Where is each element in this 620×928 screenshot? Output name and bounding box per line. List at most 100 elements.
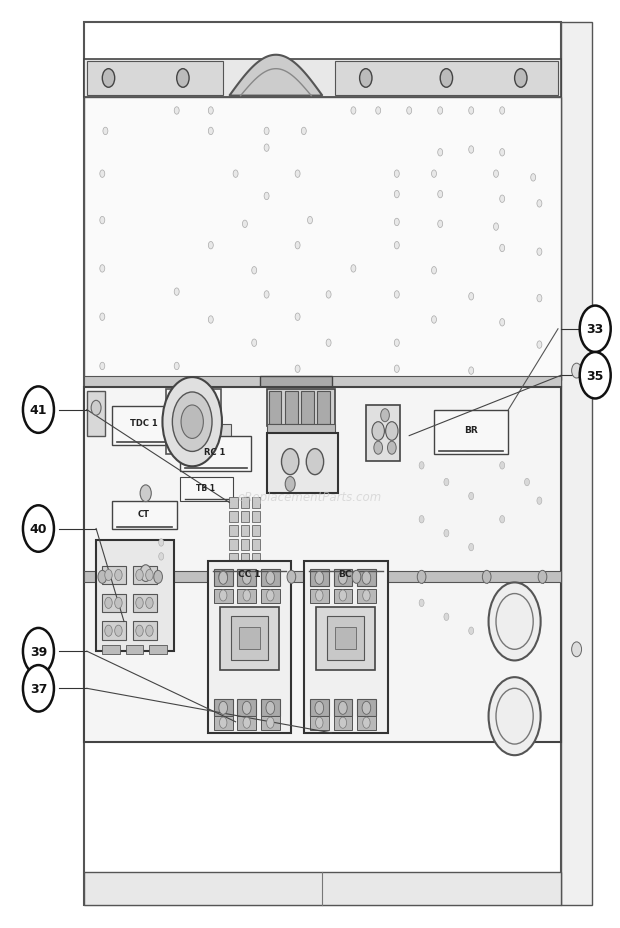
Circle shape — [159, 539, 164, 547]
Circle shape — [219, 571, 228, 584]
Text: 41: 41 — [30, 404, 47, 417]
Circle shape — [23, 665, 54, 712]
Bar — [317, 392, 330, 425]
Bar — [84, 97, 561, 380]
Circle shape — [500, 609, 505, 616]
Bar — [237, 716, 256, 730]
Circle shape — [295, 314, 300, 321]
Circle shape — [494, 224, 498, 231]
Bar — [241, 497, 249, 509]
Circle shape — [489, 583, 541, 661]
Text: BR: BR — [464, 425, 478, 434]
Circle shape — [339, 590, 347, 601]
Circle shape — [91, 401, 101, 416]
Circle shape — [105, 598, 112, 609]
Circle shape — [381, 409, 389, 422]
Bar — [214, 589, 232, 603]
Circle shape — [219, 702, 228, 715]
Text: 33: 33 — [587, 323, 604, 336]
Bar — [126, 645, 143, 654]
Bar — [434, 410, 508, 455]
Text: 37: 37 — [30, 682, 47, 695]
Bar — [310, 570, 329, 586]
Bar — [316, 607, 375, 670]
Text: 40: 40 — [30, 522, 47, 535]
Circle shape — [146, 598, 153, 609]
Bar — [252, 539, 260, 550]
Bar — [237, 570, 256, 586]
Bar — [334, 570, 352, 586]
Circle shape — [105, 625, 112, 637]
Circle shape — [351, 265, 356, 273]
Circle shape — [362, 572, 371, 585]
Circle shape — [295, 366, 300, 373]
Circle shape — [339, 572, 347, 585]
Circle shape — [159, 553, 164, 561]
Circle shape — [264, 291, 269, 299]
Circle shape — [98, 571, 107, 584]
Bar — [334, 716, 352, 730]
Circle shape — [100, 314, 105, 321]
Bar — [102, 622, 126, 640]
Circle shape — [252, 340, 257, 347]
Circle shape — [140, 565, 151, 582]
Bar — [133, 622, 157, 640]
Circle shape — [146, 570, 153, 581]
Circle shape — [419, 516, 424, 523]
Bar — [84, 377, 561, 388]
Bar — [214, 716, 232, 730]
Circle shape — [136, 570, 143, 581]
Circle shape — [267, 717, 274, 728]
Bar — [217, 424, 231, 441]
Circle shape — [500, 245, 505, 252]
Circle shape — [469, 627, 474, 635]
Bar — [357, 700, 376, 716]
Circle shape — [208, 316, 213, 324]
Circle shape — [351, 108, 356, 115]
Text: ______: ______ — [465, 448, 477, 452]
Circle shape — [469, 367, 474, 375]
Circle shape — [243, 590, 250, 601]
Bar — [102, 566, 126, 585]
Bar — [84, 388, 561, 742]
Text: 39: 39 — [30, 645, 47, 658]
Circle shape — [140, 485, 151, 502]
Circle shape — [308, 217, 312, 225]
Bar — [357, 570, 376, 586]
Bar — [214, 570, 232, 586]
Circle shape — [105, 570, 112, 581]
Circle shape — [23, 387, 54, 433]
Circle shape — [266, 572, 275, 585]
Bar — [237, 589, 256, 603]
Circle shape — [494, 171, 498, 178]
Bar — [241, 511, 249, 522]
Circle shape — [438, 191, 443, 199]
Bar — [285, 392, 298, 425]
Circle shape — [100, 363, 105, 370]
Bar — [84, 872, 561, 905]
Bar — [214, 700, 232, 716]
Circle shape — [100, 171, 105, 178]
Bar — [102, 594, 126, 612]
Circle shape — [394, 242, 399, 250]
Bar — [334, 589, 352, 603]
Circle shape — [339, 702, 347, 715]
Circle shape — [469, 493, 474, 500]
Text: eReplacementParts.com: eReplacementParts.com — [238, 490, 382, 503]
Circle shape — [419, 599, 424, 607]
Circle shape — [469, 147, 474, 154]
Bar — [133, 594, 157, 612]
Bar — [310, 589, 329, 603]
Circle shape — [100, 265, 105, 273]
Circle shape — [208, 242, 213, 250]
Circle shape — [500, 462, 505, 470]
Circle shape — [326, 340, 331, 347]
Circle shape — [374, 442, 383, 455]
Bar — [261, 716, 280, 730]
Circle shape — [162, 378, 222, 467]
Circle shape — [315, 572, 324, 585]
Bar — [260, 377, 332, 388]
Circle shape — [243, 717, 250, 728]
Circle shape — [264, 145, 269, 152]
Circle shape — [136, 625, 143, 637]
